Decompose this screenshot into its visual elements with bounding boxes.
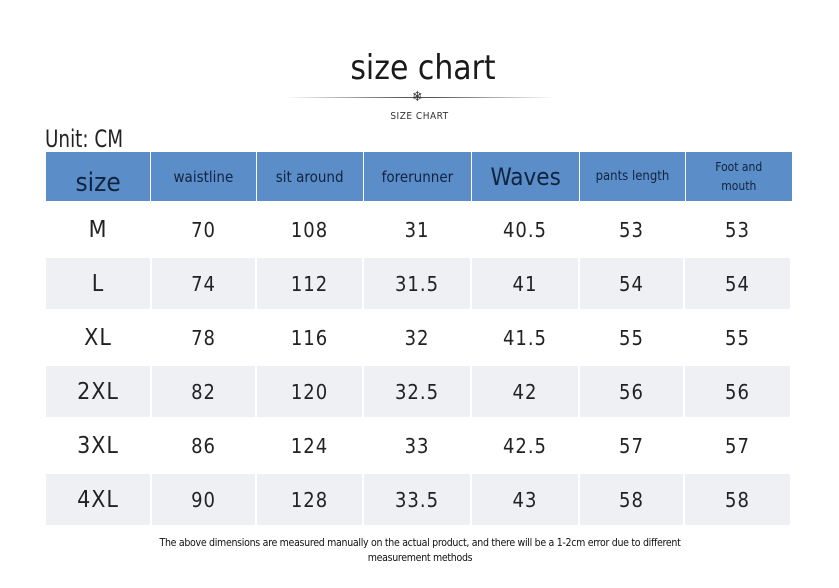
column-header: waistline (151, 152, 257, 201)
table-cell: 74 (152, 258, 258, 309)
column-header: Foot and mouth (715, 159, 763, 193)
table-cell: 128 (257, 474, 365, 525)
table-cell: 70 (152, 204, 258, 255)
divider (285, 97, 555, 98)
table-row: 2XL 82 120 32.5 42 56 56 (46, 366, 792, 417)
footnote: The above dimensions are measured manual… (159, 537, 681, 564)
table-cell: 120 (257, 366, 365, 417)
table-cell: 55 (685, 312, 792, 363)
table-cell: 58 (580, 474, 685, 525)
column-header: Waves (472, 152, 581, 201)
table-row: XL 78 116 32 41.5 55 55 (46, 312, 792, 363)
table-cell: 58 (685, 474, 792, 525)
size-table: size waistline sit around forerunner Waves pa… (46, 152, 792, 525)
table-cell: 40.5 (472, 204, 580, 255)
table-cell: 42.5 (472, 420, 580, 471)
unit-label: Unit: CM (45, 125, 124, 153)
ornament: ❄ (412, 89, 423, 105)
column-header: size (46, 152, 152, 201)
table-cell: 56 (580, 366, 685, 417)
table-cell: 57 (580, 420, 685, 471)
subtitle: SIZE CHART (390, 111, 449, 122)
table-row: 3XL 86 124 33 42.5 57 57 (46, 420, 792, 471)
table-cell: 31 (364, 204, 472, 255)
table-cell: 3XL (46, 420, 153, 471)
table-cell: 54 (685, 258, 792, 309)
table-cell: 54 (580, 258, 685, 309)
table-cell: 4XL (46, 474, 153, 525)
table-row: L 74 112 31.5 41 54 54 (46, 258, 792, 309)
table-cell: 108 (257, 204, 365, 255)
table-cell: XL (46, 312, 153, 363)
table-cell: 33 (364, 420, 472, 471)
table-row: 4XL 90 128 33.5 43 58 58 (46, 474, 792, 525)
table-cell: L (46, 258, 153, 309)
table-cell: 33.5 (364, 474, 472, 525)
table-cell: 116 (257, 312, 365, 363)
column-header: sit around (257, 152, 364, 201)
table-cell: 41.5 (472, 312, 580, 363)
table-cell: 31.5 (364, 258, 472, 309)
table-cell: 53 (580, 204, 685, 255)
table-row: M 70 108 31 40.5 53 53 (46, 204, 792, 255)
table-cell: 42 (472, 366, 580, 417)
column-header: pants length (580, 152, 686, 201)
table-cell: M (46, 204, 153, 255)
table-cell: 55 (580, 312, 685, 363)
table-cell: 86 (152, 420, 258, 471)
table-cell: 32.5 (364, 366, 472, 417)
table-cell: 41 (472, 258, 580, 309)
table-cell: 2XL (46, 366, 153, 417)
table-cell: 57 (685, 420, 792, 471)
header-row: size waistline sit around forerunner Waves pa… (46, 152, 792, 201)
table-cell: 78 (152, 312, 258, 363)
table-cell: 112 (257, 258, 365, 309)
table-cell: 43 (472, 474, 580, 525)
column-header: forerunner (364, 152, 473, 201)
table-cell: 82 (152, 366, 258, 417)
table-cell: 90 (152, 474, 258, 525)
table-cell: 56 (685, 366, 792, 417)
title: size chart (350, 48, 496, 88)
table-cell: 53 (685, 204, 792, 255)
table-cell: 124 (257, 420, 365, 471)
table-cell: 32 (364, 312, 472, 363)
